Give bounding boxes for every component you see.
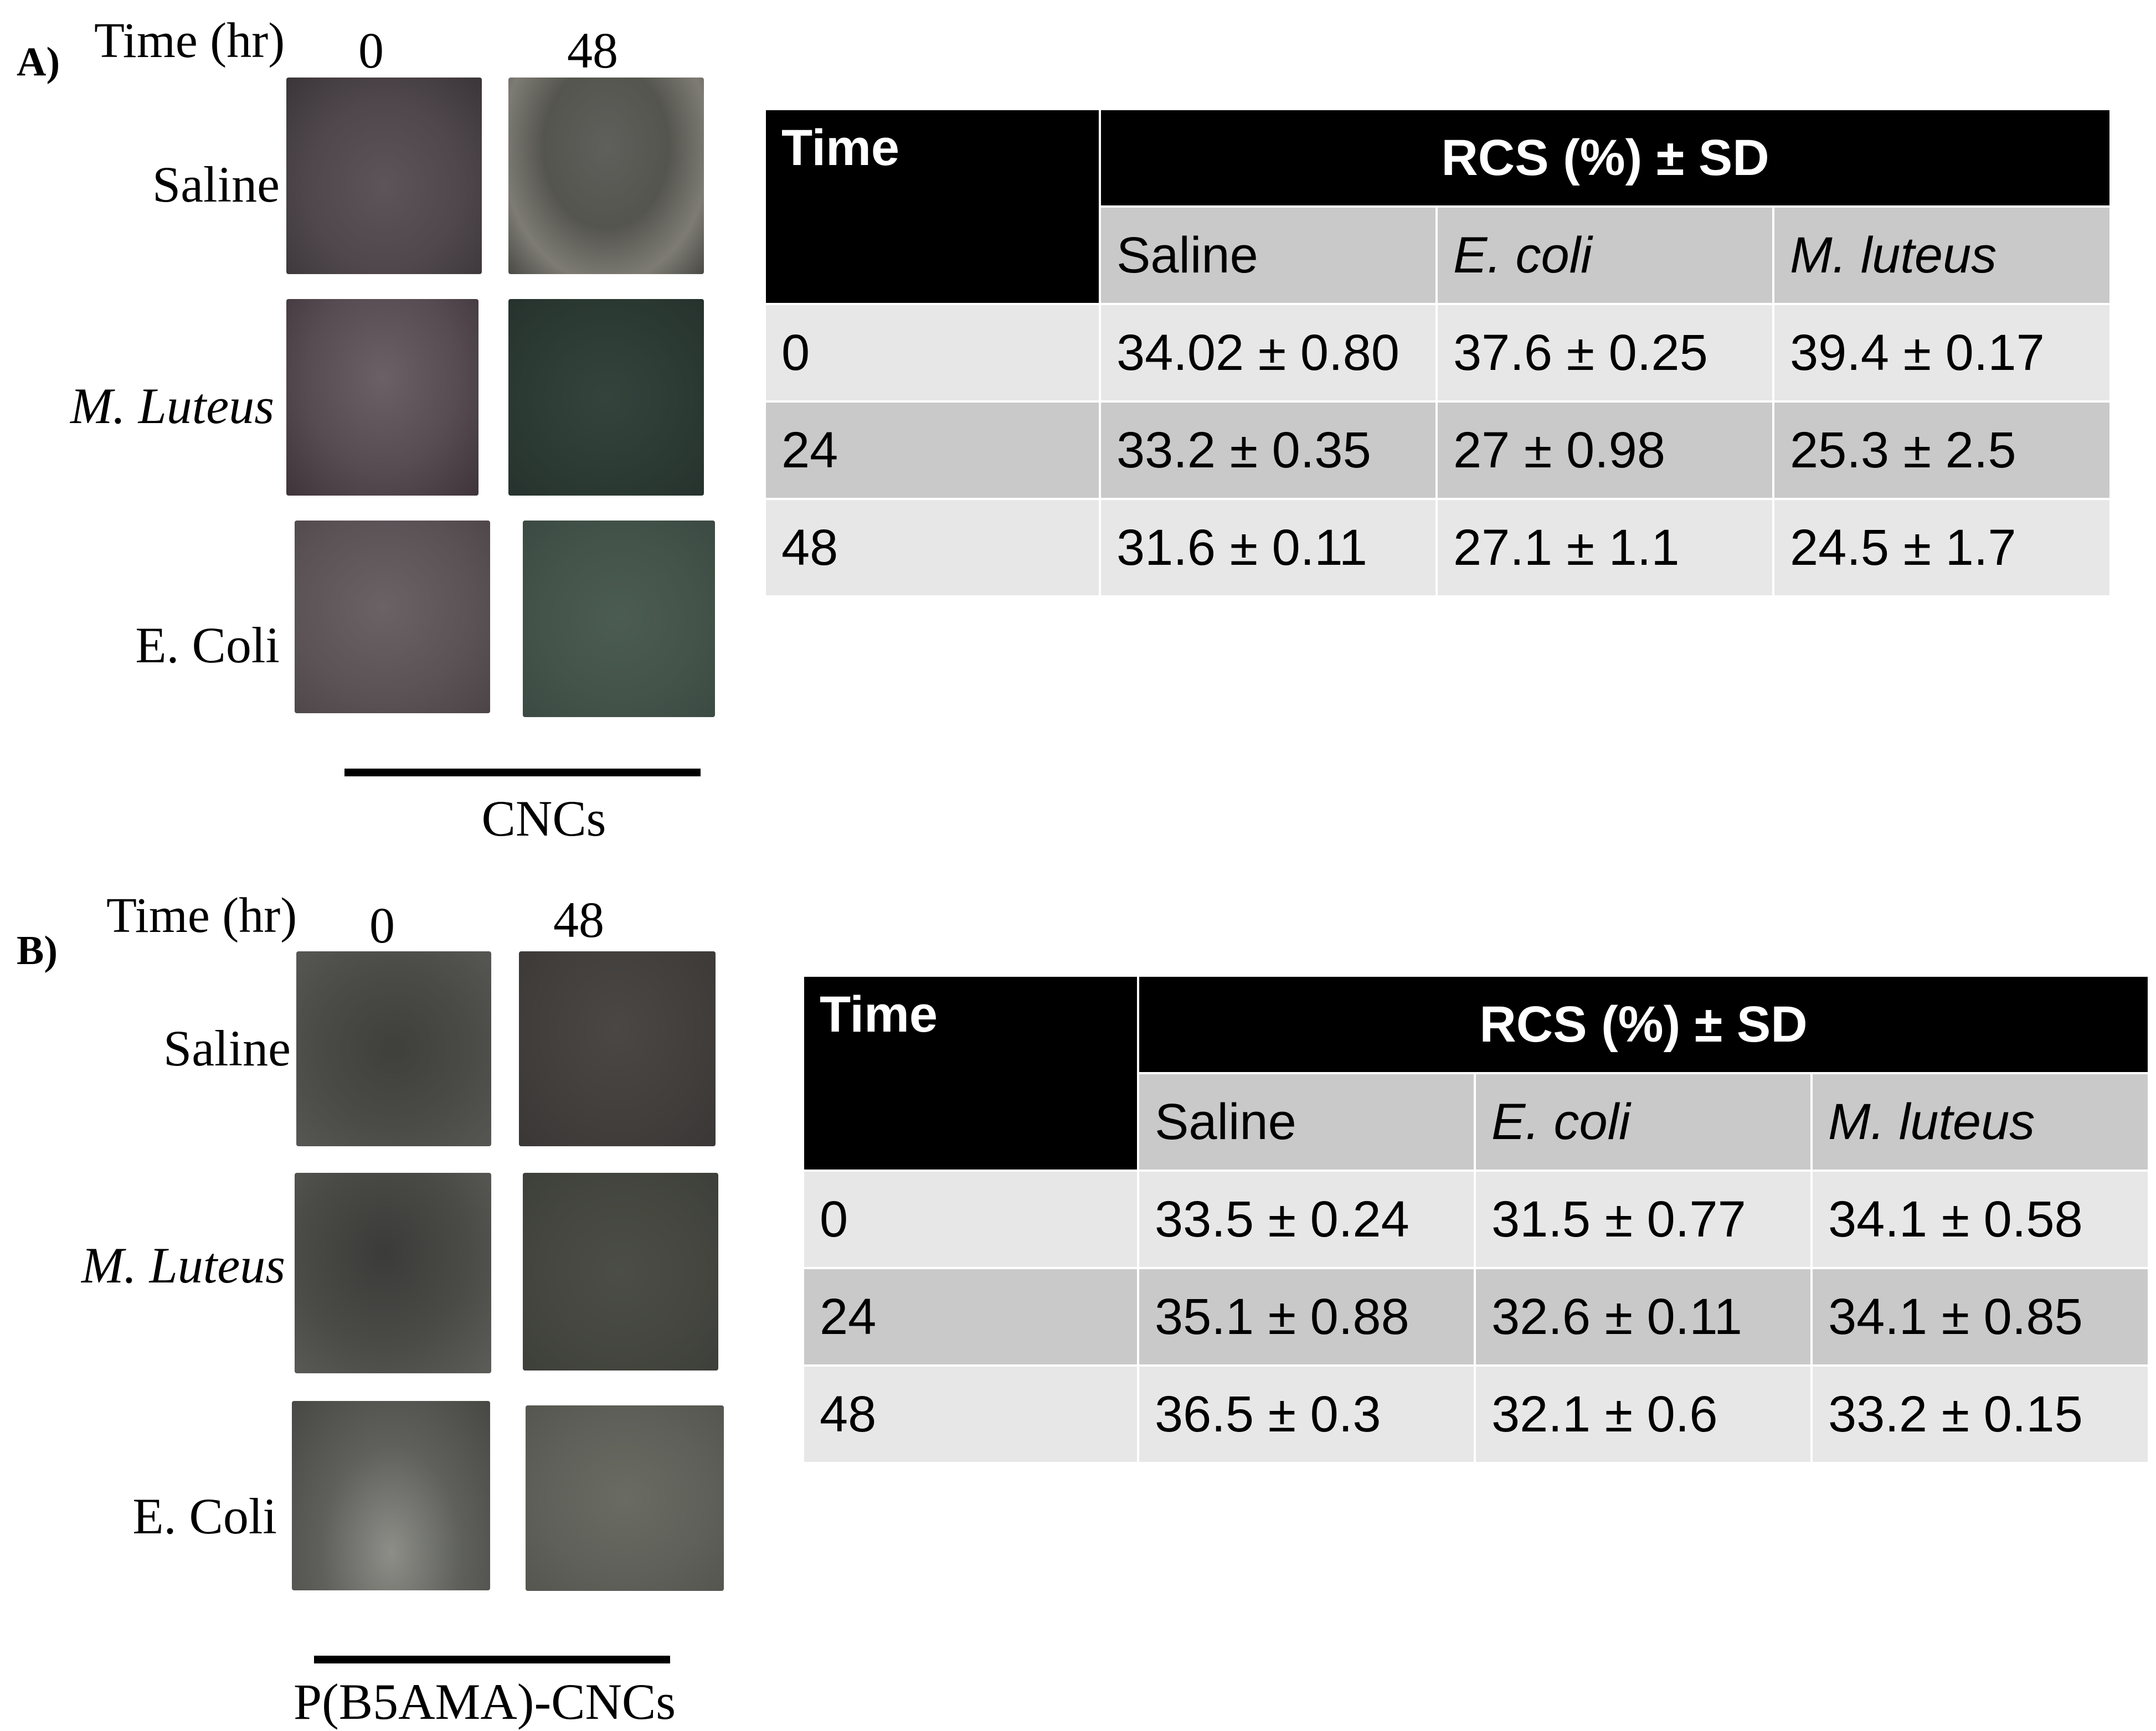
panel-a-time-header: Time — [764, 108, 1101, 305]
table-cell: 34.02 ± 0.80 — [1099, 303, 1438, 403]
panel-b-row-m-luteus: M. Luteus — [81, 1237, 285, 1294]
table-cell: 33.5 ± 0.24 — [1137, 1170, 1476, 1269]
table-cell: 48 — [764, 498, 1101, 597]
table-cell: 37.6 ± 0.25 — [1435, 303, 1774, 403]
table-cell: 32.1 ± 0.6 — [1474, 1364, 1813, 1464]
panel-a-col-0: 0 — [358, 22, 384, 79]
panel-b-photo-saline-0h — [296, 951, 491, 1146]
table-cell: 0 — [764, 303, 1101, 403]
panel-b-subheader-e-coli: E. coli — [1474, 1072, 1813, 1172]
panel-a-row-m-luteus: M. Luteus — [70, 378, 274, 434]
panel-b-rcs-header: RCS (%) ± SD — [1137, 975, 2150, 1074]
table-cell: 33.2 ± 0.15 — [1810, 1364, 2150, 1464]
panel-b-time-label: Time (hr) — [106, 888, 297, 943]
table-cell: 48 — [802, 1364, 1139, 1464]
panel-b-time-header: Time — [802, 975, 1139, 1172]
panel-a-row-e-coli: E. Coli — [135, 617, 280, 673]
panel-a-photo-e-coli-48h — [523, 521, 715, 717]
panel-a-rcs-header: RCS (%) ± SD — [1099, 108, 2112, 208]
panel-b-subheader-saline: Saline — [1137, 1072, 1476, 1172]
panel-a-subheader-m-luteus: M. luteus — [1772, 205, 2112, 305]
table-cell: 25.3 ± 2.5 — [1772, 400, 2112, 500]
table-row: 24 35.1 ± 0.88 32.6 ± 0.11 34.1 ± 0.85 — [802, 1267, 2150, 1367]
panel-a-rcs-table: Time RCS (%) ± SD Saline E. coli M. lute… — [764, 108, 2112, 597]
panel-b-photo-m-luteus-48h — [523, 1173, 718, 1371]
panel-a-photo-e-coli-0h — [295, 521, 490, 713]
panel-b-label: B) — [17, 928, 58, 973]
table-cell: 34.1 ± 0.85 — [1810, 1267, 2150, 1367]
table-cell: 27.1 ± 1.1 — [1435, 498, 1774, 597]
table-cell: 36.5 ± 0.3 — [1137, 1364, 1476, 1464]
table-cell: 33.2 ± 0.35 — [1099, 400, 1438, 500]
table-row: 48 36.5 ± 0.3 32.1 ± 0.6 33.2 ± 0.15 — [802, 1364, 2150, 1464]
panel-b-row-saline: Saline — [163, 1020, 291, 1076]
panel-b-photo-e-coli-48h — [526, 1405, 724, 1591]
table-cell: 24.5 ± 1.7 — [1772, 498, 2112, 597]
panel-b-caption: P(B5AMA)-CNCs — [293, 1673, 676, 1730]
panel-a-time-label: Time (hr) — [94, 13, 285, 68]
panel-b-photo-saline-48h — [519, 951, 716, 1146]
panel-b-subheader-m-luteus: M. luteus — [1810, 1072, 2150, 1172]
table-cell: 27 ± 0.98 — [1435, 400, 1774, 500]
table-cell: 39.4 ± 0.17 — [1772, 303, 2112, 403]
panel-a-subheader-e-coli: E. coli — [1435, 205, 1774, 305]
table-row: 0 34.02 ± 0.80 37.6 ± 0.25 39.4 ± 0.17 — [764, 303, 2112, 403]
panel-b-col-48: 48 — [553, 892, 604, 948]
table-cell: 0 — [802, 1170, 1139, 1269]
panel-b-rcs-table: Time RCS (%) ± SD Saline E. coli M. lute… — [802, 975, 2150, 1464]
table-row: 0 33.5 ± 0.24 31.5 ± 0.77 34.1 ± 0.58 — [802, 1170, 2150, 1269]
table-cell: 31.6 ± 0.11 — [1099, 498, 1438, 597]
table-cell: 24 — [764, 400, 1101, 500]
panel-b-scale-bar — [314, 1656, 670, 1663]
panel-b-col-0: 0 — [369, 897, 395, 954]
table-cell: 24 — [802, 1267, 1139, 1367]
panel-a-col-48: 48 — [567, 22, 618, 79]
panel-b-row-e-coli: E. Coli — [132, 1488, 277, 1544]
table-cell: 35.1 ± 0.88 — [1137, 1267, 1476, 1367]
panel-a-subheader-saline: Saline — [1099, 205, 1438, 305]
table-cell: 34.1 ± 0.58 — [1810, 1170, 2150, 1269]
table-row: 24 33.2 ± 0.35 27 ± 0.98 25.3 ± 2.5 — [764, 400, 2112, 500]
table-cell: 32.6 ± 0.11 — [1474, 1267, 1813, 1367]
panel-a-photo-m-luteus-48h — [508, 299, 704, 496]
panel-a-scale-bar — [344, 769, 701, 776]
panel-a-photo-saline-0h — [286, 78, 482, 274]
panel-a-row-saline: Saline — [152, 156, 280, 213]
panel-a-photo-saline-48h — [508, 78, 704, 274]
panel-a-caption: CNCs — [481, 790, 606, 847]
table-row: 48 31.6 ± 0.11 27.1 ± 1.1 24.5 ± 1.7 — [764, 498, 2112, 597]
panel-b-photo-m-luteus-0h — [295, 1173, 491, 1373]
panel-b-photo-e-coli-0h — [292, 1401, 490, 1590]
panel-a-photo-m-luteus-0h — [286, 299, 478, 496]
table-cell: 31.5 ± 0.77 — [1474, 1170, 1813, 1269]
panel-a-label: A) — [17, 39, 60, 85]
